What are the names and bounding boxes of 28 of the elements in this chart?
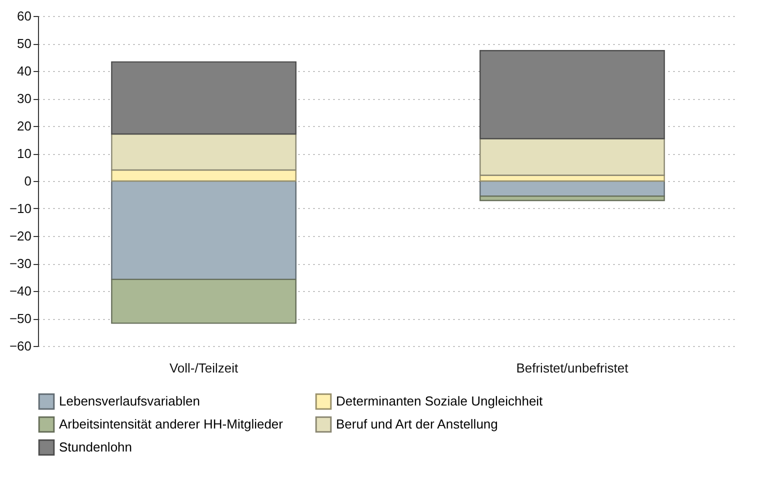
y-tick-label: 20 (17, 118, 32, 134)
y-tick-label: 10 (17, 146, 32, 161)
legend-label: Lebensverlaufsvariablen (59, 394, 200, 409)
y-tick-label: 30 (17, 91, 32, 106)
y-tick-label: −20 (9, 228, 32, 244)
bar (111, 61, 296, 135)
bar (480, 196, 665, 202)
y-tick-label: −50 (9, 311, 32, 326)
y-tick-label: 50 (17, 36, 32, 51)
bar (111, 169, 296, 182)
y-tick-label: −10 (9, 201, 32, 216)
y-tick-label: −30 (9, 256, 32, 271)
x-tick-label: Befristet/unbefristet (516, 360, 629, 376)
y-tick-label: 40 (17, 64, 32, 78)
bar (480, 50, 665, 140)
bar (480, 138, 665, 176)
bar (111, 180, 296, 280)
y-tick-label: 0 (24, 174, 32, 188)
y-tick-label: −40 (9, 284, 32, 298)
legend-label: Stundenlohn (59, 440, 132, 454)
legend-label: Determinanten Soziale Ungleichheit (336, 394, 544, 409)
legend-label: Beruf und Art der Anstellung (336, 416, 498, 432)
y-tick-label: 60 (17, 8, 32, 24)
bar (111, 133, 296, 171)
x-tick-label: Voll-/Teilzeit (169, 360, 238, 376)
legend-label: Arbeitsintensität anderer HH-Mitglieder (59, 416, 284, 432)
bar (111, 278, 296, 324)
y-tick-label: −60 (9, 338, 32, 354)
